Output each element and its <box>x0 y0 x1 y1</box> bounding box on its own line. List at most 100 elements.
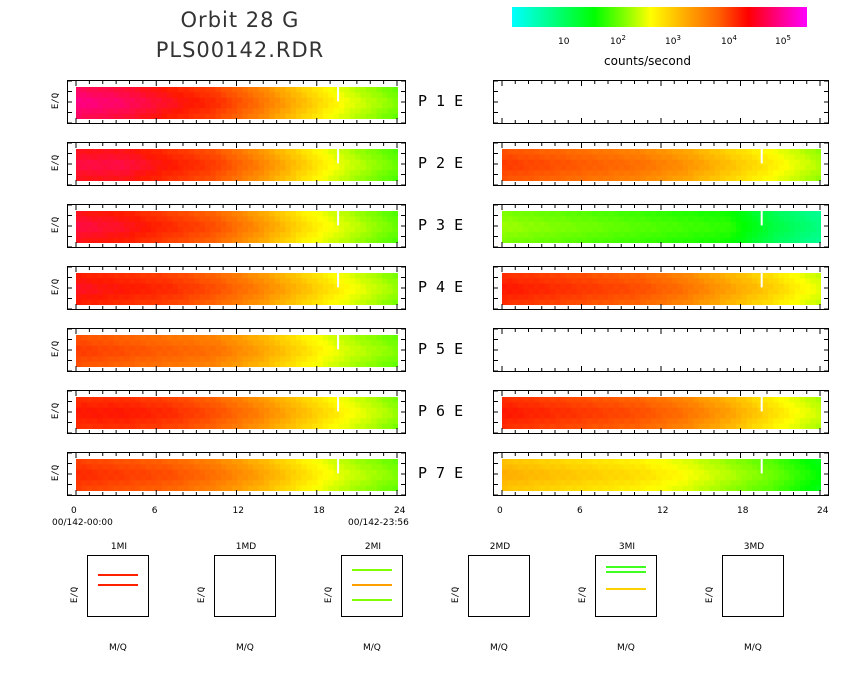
heatmap-cell <box>140 418 147 425</box>
heatmap-cell <box>231 423 238 429</box>
heatmap-cell <box>76 237 82 243</box>
heatmap-cell <box>381 340 388 347</box>
heatmap-cell <box>145 149 152 155</box>
mass-ylabel-1MI: E/Q <box>70 586 80 604</box>
heatmap-cell <box>151 356 158 363</box>
heatmap-cell <box>512 485 519 491</box>
heatmap-cell <box>783 211 790 217</box>
heatmap-cell <box>188 227 195 233</box>
heatmap-cell <box>523 402 530 409</box>
heatmap-cell <box>306 273 313 279</box>
heatmap-cell <box>751 237 758 243</box>
heatmap-cell <box>161 351 168 357</box>
heatmap-cell <box>253 211 260 217</box>
heatmap-cell <box>371 340 378 347</box>
heatmap-cell <box>344 108 351 115</box>
heatmap-cell <box>597 459 604 465</box>
heatmap-cell <box>805 407 812 414</box>
data-gap <box>760 211 763 226</box>
heatmap-cell <box>597 216 604 223</box>
heatmap-cell <box>97 469 104 476</box>
heatmap-cell <box>603 227 609 233</box>
heatmap-cell <box>349 335 356 341</box>
heatmap-cell <box>794 170 801 177</box>
heatmap-cell <box>145 480 152 487</box>
heatmap-cell <box>810 397 817 403</box>
heatmap-cell <box>204 402 211 409</box>
heatmap-cell <box>576 154 583 161</box>
heatmap-cell <box>709 211 716 217</box>
heatmap-cell <box>693 402 700 409</box>
heatmap-cell <box>539 294 546 301</box>
heatmap-cell <box>688 170 695 177</box>
heatmap-cell <box>269 227 276 233</box>
heatmap-cell <box>177 289 184 295</box>
data-gap <box>337 459 340 474</box>
heatmap-cell <box>322 278 329 285</box>
heatmap-cell <box>301 227 308 233</box>
heatmap-cell <box>666 227 673 233</box>
heatmap-cell <box>108 165 115 171</box>
heatmap-cell <box>773 154 780 161</box>
heatmap-cell <box>355 423 362 429</box>
heatmap-cell <box>810 211 817 217</box>
heatmap-cell <box>618 413 625 419</box>
heatmap-cell <box>376 108 383 115</box>
heatmap-cell <box>810 278 817 285</box>
heatmap-cell <box>751 278 758 285</box>
heatmap-cell <box>810 159 817 166</box>
heatmap-cell <box>549 469 556 476</box>
heatmap-cell <box>135 221 142 228</box>
heatmap-cell <box>167 345 174 352</box>
heatmap-cell <box>135 469 142 476</box>
heatmap-cell <box>167 485 174 491</box>
heatmap-cell <box>322 113 329 119</box>
heatmap-cell <box>204 278 211 285</box>
heatmap-cell <box>220 170 227 177</box>
heatmap-cell <box>581 289 588 295</box>
heatmap-cell <box>592 278 599 285</box>
heatmap-cell <box>688 175 695 181</box>
heatmap-cell <box>815 480 822 487</box>
heatmap-cell <box>360 485 367 491</box>
heatmap-cell <box>328 92 335 99</box>
heatmap-cell <box>285 459 292 465</box>
heatmap-cell <box>258 459 265 465</box>
heatmap-cell <box>188 159 195 166</box>
heatmap-cell <box>704 232 710 239</box>
heatmap-cell <box>118 165 125 171</box>
heatmap-cell <box>507 397 514 403</box>
heatmap-cell <box>714 283 721 290</box>
heatmap-cell <box>613 227 620 233</box>
heatmap-cell <box>253 113 260 119</box>
heatmap-cell <box>517 165 524 171</box>
heatmap-cell <box>237 97 243 104</box>
heatmap-cell <box>656 227 663 233</box>
heatmap-cell <box>618 154 625 161</box>
heatmap-cell <box>226 87 233 93</box>
heatmap-cell <box>741 475 748 481</box>
heatmap-cell <box>253 480 260 487</box>
heatmap-cell <box>767 299 774 305</box>
heatmap-cell <box>587 485 593 491</box>
heatmap-cell <box>656 397 663 403</box>
heatmap-cell <box>810 459 817 465</box>
heatmap-cell <box>129 340 136 347</box>
heatmap-cell <box>799 418 806 425</box>
heatmap-cell <box>215 165 222 171</box>
heatmap-cell <box>794 413 801 419</box>
heatmap-cell <box>365 464 372 471</box>
heatmap-cell <box>624 165 631 171</box>
heatmap-cell <box>571 170 578 177</box>
heatmap-cell <box>603 211 609 217</box>
heatmap-cell <box>355 92 362 99</box>
heatmap-cell <box>629 165 636 171</box>
heatmap-cell <box>741 159 748 166</box>
heatmap-cell <box>194 154 201 161</box>
heatmap-cell <box>565 459 572 465</box>
heatmap-cell <box>274 294 281 301</box>
heatmap-cell <box>576 397 583 403</box>
heatmap-cell <box>118 418 125 425</box>
heatmap-cell <box>783 407 790 414</box>
heatmap-cell <box>517 423 524 429</box>
